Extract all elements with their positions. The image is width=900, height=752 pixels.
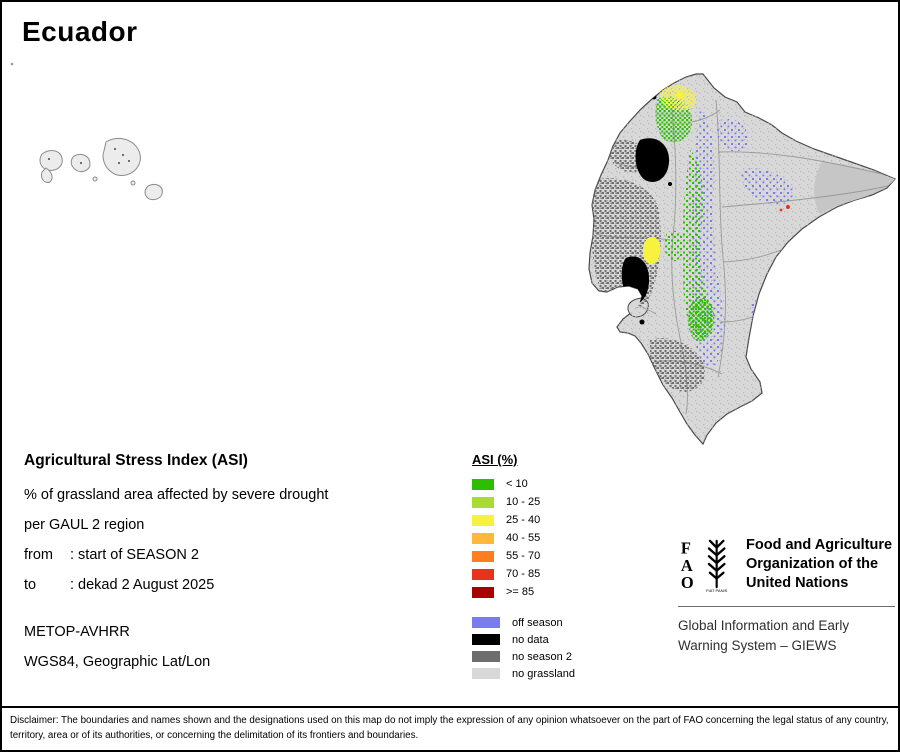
legend-swatch [472, 550, 494, 562]
legend-item: no season 2 [472, 648, 575, 665]
sensor-name: METOP-AVHRR [24, 624, 130, 640]
legend-label: < 10 [506, 478, 528, 490]
legend-item: 10 - 25 [472, 493, 575, 511]
legend-swatch [472, 532, 494, 544]
legend-swatch [472, 568, 494, 580]
legend-swatch [472, 668, 500, 679]
legend-swatch [472, 634, 500, 645]
to-value: : dekad 2 August 2025 [70, 577, 215, 593]
page-title: Ecuador [22, 16, 138, 47]
fao-logo-letter: O [681, 573, 694, 592]
projection-name: WGS84, Geographic Lat/Lon [24, 654, 211, 670]
from-row: from : start of SEASON 2 [24, 547, 328, 563]
legend-swatch [472, 514, 494, 526]
islet-speck [10, 62, 14, 66]
disclaimer-text: Disclaimer: The boundaries and names sho… [10, 714, 889, 741]
fao-divider [678, 606, 895, 607]
fao-org-name: Food and Agriculture Organization of the… [746, 535, 892, 593]
legend-item: 70 - 85 [472, 565, 575, 583]
legend-swatch [472, 586, 494, 598]
legend-item: 55 - 70 [472, 547, 575, 565]
legend-label: >= 85 [506, 586, 535, 598]
legend-title: ASI (%) [472, 452, 518, 467]
legend-item: 25 - 40 [472, 511, 575, 529]
asi-high-specks [779, 205, 790, 212]
legend-label: 25 - 40 [506, 514, 541, 526]
giews-line: Global Information and Early [678, 618, 850, 633]
giews-line: Warning System – GIEWS [678, 638, 837, 653]
legend-item: no data [472, 631, 575, 648]
fao-motto: FIAT PANIS [706, 588, 728, 593]
legend-swatch [472, 617, 500, 628]
legend: ASI (%) < 10 10 - 25 25 - 40 40 - 55 55 … [472, 452, 575, 682]
legend-item: < 10 [472, 475, 575, 493]
legend-item: off season [472, 614, 575, 631]
legend-swatch [472, 478, 494, 490]
wheat-ear-icon [707, 539, 726, 589]
legend-label: 55 - 70 [506, 550, 541, 562]
fao-logo-letter: A [681, 556, 693, 575]
asi-subtitle-1: % of grassland area affected by severe d… [24, 487, 329, 503]
to-label: to [24, 577, 37, 593]
fao-logo: F A O FIAT PANIS [681, 538, 728, 593]
galapagos-islands [39, 138, 163, 201]
asi-mid-areas [642, 85, 697, 265]
legend-item: no grassland [472, 665, 575, 682]
info-block: Agricultural Stress Index (ASI) % of gra… [24, 452, 328, 684]
legend-label: no data [512, 633, 549, 646]
fao-org-line: United Nations [746, 575, 849, 591]
legend-extra-group: off season no data no season 2 no grassl… [472, 614, 575, 682]
fao-logo-letter: F [681, 538, 691, 557]
disclaimer-footer: Disclaimer: The boundaries and names sho… [2, 705, 898, 750]
legend-item: >= 85 [472, 583, 575, 601]
legend-swatch [472, 651, 500, 662]
legend-label: 70 - 85 [506, 568, 541, 580]
legend-label: 10 - 25 [506, 496, 541, 508]
from-value: : start of SEASON 2 [70, 547, 199, 563]
legend-label: 40 - 55 [506, 532, 541, 544]
legend-swatch [472, 496, 494, 508]
legend-label: no grassland [512, 667, 575, 680]
to-row: to : dekad 2 August 2025 [24, 577, 328, 593]
legend-label: off season [512, 616, 563, 629]
asi-heading: Agricultural Stress Index (ASI) [24, 452, 248, 469]
fao-block: F A O FIAT PANIS Food and [678, 535, 895, 656]
giews-caption: Global Information and Early Warning Sys… [678, 616, 895, 656]
legend-label: no season 2 [512, 650, 572, 663]
fao-org-line: Organization of the [746, 556, 879, 572]
asi-subtitle-2: per GAUL 2 region [24, 517, 145, 533]
legend-item: 40 - 55 [472, 529, 575, 547]
from-label: from [24, 547, 53, 563]
fao-org-line: Food and Agriculture [746, 537, 893, 553]
